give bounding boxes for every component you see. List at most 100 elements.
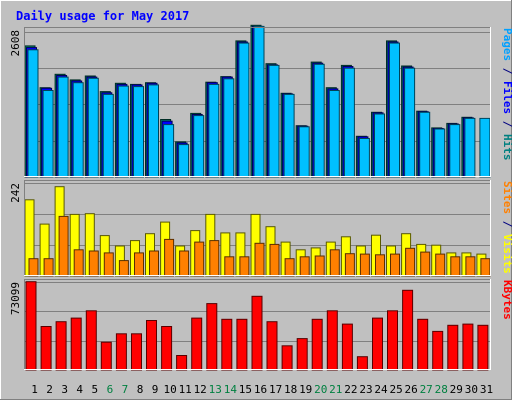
bar-pages-day-21 (328, 90, 340, 178)
bar-pages-day-18 (283, 93, 295, 178)
y-max-label: 73099 (9, 282, 22, 315)
bar-pages-day-27 (419, 111, 431, 178)
bar-pages-day-12 (193, 115, 205, 178)
bar-kbytes-day-28 (432, 330, 444, 371)
x-tick-label-day-23: 23 (359, 383, 372, 396)
bar-pages-day-29 (449, 124, 461, 178)
bar-kbytes-day-16 (251, 295, 263, 371)
chart-title: Daily usage for May 2017 (16, 9, 189, 23)
bar-sites-day-4 (73, 249, 84, 277)
x-tick-label-day-20: 20 (314, 383, 327, 396)
x-tick-label-day-12: 12 (194, 383, 207, 396)
bar-pages-day-26 (404, 67, 416, 178)
bar-sites-day-20 (314, 255, 325, 277)
series-legend-label: Sites / Visits (501, 181, 512, 274)
bar-kbytes-day-20 (311, 318, 323, 371)
bar-sites-day-10 (164, 238, 175, 277)
x-tick-label-day-15: 15 (239, 383, 252, 396)
bar-sites-day-27 (420, 251, 431, 277)
bar-pages-day-1 (27, 49, 39, 178)
y-max-label: 2608 (9, 30, 22, 57)
bar-sites-day-2 (43, 258, 54, 277)
bar-pages-day-31 (479, 117, 491, 178)
x-tick-label-day-2: 2 (46, 383, 53, 396)
legend-label-part: Sites (501, 181, 512, 214)
x-tick-label-day-8: 8 (137, 383, 144, 396)
bar-kbytes-day-10 (161, 326, 173, 371)
bar-sites-day-15 (239, 256, 250, 277)
bar-pages-day-7 (117, 85, 129, 178)
bar-sites-day-22 (344, 253, 355, 277)
bar-sites-day-29 (450, 256, 461, 277)
x-tick-label-day-19: 19 (299, 383, 312, 396)
bar-pages-day-6 (102, 93, 114, 178)
x-tick-label-day-21: 21 (329, 383, 342, 396)
bar-kbytes-day-9 (146, 320, 157, 371)
bar-sites-day-13 (209, 240, 220, 277)
bar-sites-day-1 (28, 258, 39, 277)
bar-kbytes-day-15 (236, 318, 248, 371)
bar-sites-day-14 (224, 256, 235, 277)
bar-kbytes-day-18 (281, 345, 293, 371)
y-max-label: 242 (9, 183, 22, 203)
bar-sites-day-3 (58, 215, 69, 277)
bar-pages-day-28 (434, 128, 446, 178)
x-tick-label-day-28: 28 (435, 383, 448, 396)
legend-label-part: Visits (501, 234, 512, 274)
bar-pages-day-2 (42, 90, 54, 178)
bar-kbytes-day-11 (176, 355, 188, 371)
x-tick-label-day-25: 25 (389, 383, 402, 396)
bar-pages-day-25 (389, 42, 400, 178)
bar-kbytes-day-31 (477, 324, 489, 371)
legend-label-part: Hits (501, 134, 512, 161)
legend-label-part: / (501, 61, 512, 81)
bar-kbytes-day-3 (55, 321, 67, 371)
bar-pages-day-15 (238, 42, 250, 178)
bar-sites-day-18 (284, 258, 295, 277)
legend-label-part: Pages (501, 28, 512, 61)
bar-sites-day-8 (134, 252, 144, 277)
bar-sites-day-9 (149, 250, 159, 277)
x-tick-label-day-6: 6 (107, 383, 114, 396)
series-sites (28, 215, 491, 277)
bar-pages-day-23 (358, 138, 370, 178)
bar-pages-day-5 (87, 77, 99, 178)
x-tick-label-day-4: 4 (76, 383, 83, 396)
bar-sites-day-11 (179, 250, 190, 277)
bar-pages-day-22 (343, 67, 355, 178)
panel-visits-sites: 242 Sites / Visits (9, 180, 512, 277)
x-axis-tick-labels: 1 2 3 4 5 6 7 8 9 10 11 12 13 14 15 16 17 18 19 20 21 22 23 24 2… (31, 383, 493, 396)
x-tick-label-day-27: 27 (420, 383, 433, 396)
x-tick-label-day-16: 16 (254, 383, 267, 396)
x-tick-label-day-5: 5 (91, 383, 98, 396)
bar-pages-day-17 (268, 64, 280, 178)
x-tick-label-day-9: 9 (152, 383, 159, 396)
bar-pages-day-9 (148, 84, 159, 178)
bar-sites-day-12 (194, 241, 205, 277)
x-tick-label-day-11: 11 (179, 383, 192, 396)
x-tick-label-day-7: 7 (122, 383, 129, 396)
x-tick-label-day-17: 17 (269, 383, 282, 396)
x-tick-label-day-31: 31 (480, 383, 493, 396)
x-tick-label-day-30: 30 (465, 383, 478, 396)
bar-pages-day-8 (133, 86, 144, 178)
legend-label-part: / (501, 114, 512, 134)
series-legend-label: KBytes (501, 280, 512, 320)
bar-kbytes-day-30 (462, 323, 474, 371)
bar-sites-day-23 (359, 253, 370, 277)
legend-label-part: Files (501, 81, 512, 114)
legend-label-part: / (501, 214, 512, 234)
series-pages (27, 25, 491, 178)
bar-sites-day-28 (435, 253, 446, 277)
x-tick-label-day-22: 22 (344, 383, 357, 396)
bar-sites-day-17 (269, 243, 280, 277)
bar-sites-day-31 (480, 258, 491, 277)
bar-kbytes-day-25 (387, 310, 398, 371)
bar-sites-day-6 (103, 252, 114, 277)
bar-kbytes-day-21 (326, 310, 338, 371)
bar-kbytes-day-6 (100, 341, 112, 371)
bar-kbytes-day-22 (341, 323, 353, 371)
bar-kbytes-day-14 (221, 318, 233, 371)
bar-pages-day-30 (464, 117, 476, 178)
bar-pages-day-3 (57, 76, 69, 178)
